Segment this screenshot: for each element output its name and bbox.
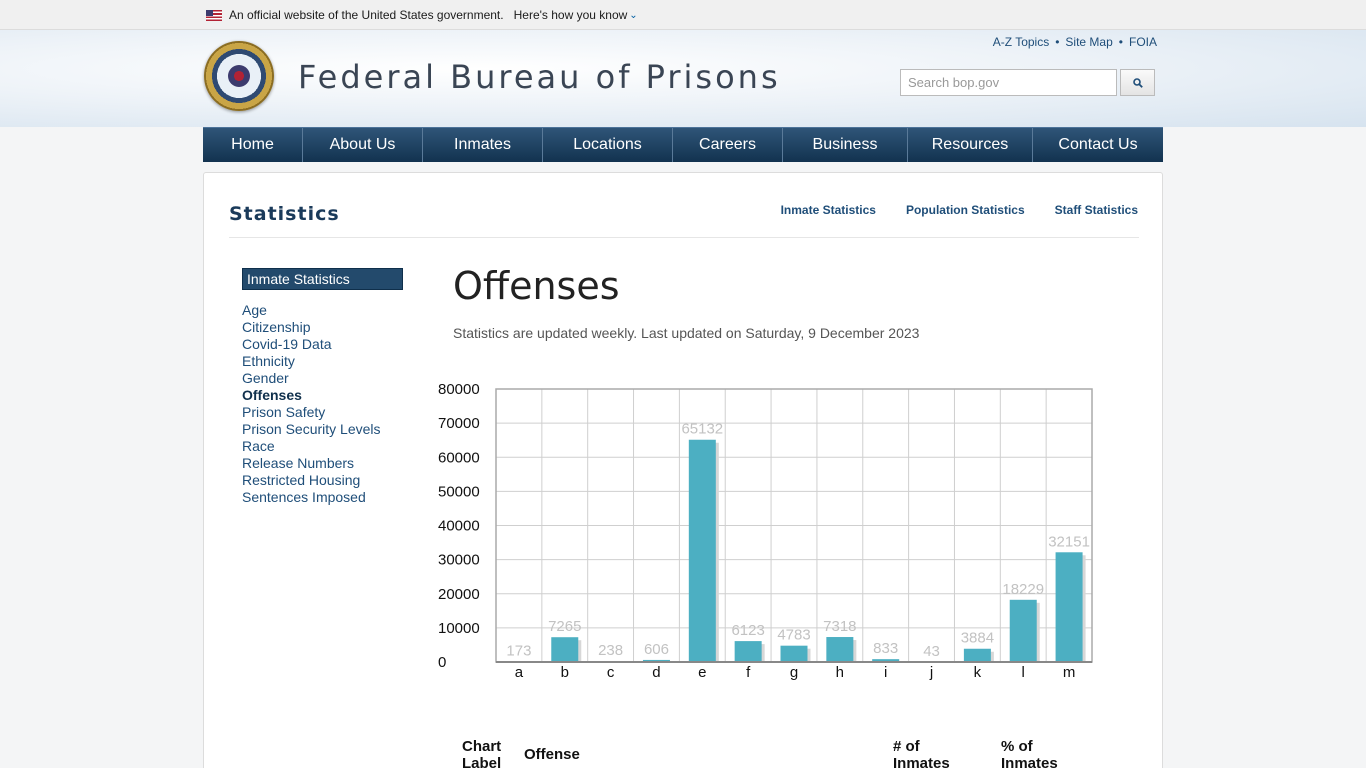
th-offense: Offense [524,746,580,763]
separator-dot: • [1055,35,1060,49]
sidebar-item-release-numbers[interactable]: Release Numbers [242,455,355,471]
nav-about-us[interactable]: About Us [303,128,423,162]
chevron-down-icon: ⌄ [629,9,638,21]
bop-seal-logo[interactable] [204,41,274,111]
separator-dot: • [1118,35,1123,49]
us-flag-icon [206,9,222,21]
sidebar-item-offenses[interactable]: Offenses [242,387,302,403]
sidebar-item-covid-19-data[interactable]: Covid-19 Data [242,336,332,352]
sidebar-item-race[interactable]: Race [242,438,275,454]
sidebar-heading[interactable]: Inmate Statistics [242,268,403,290]
nav-careers[interactable]: Careers [673,128,783,162]
sidebar-item-prison-security-levels[interactable]: Prison Security Levels [242,421,381,437]
search-icon [1132,77,1143,88]
gov-banner-text: An official website of the United States… [229,8,504,22]
nav-locations[interactable]: Locations [543,128,673,162]
nav-resources[interactable]: Resources [908,128,1033,162]
sub-nav-population-statistics[interactable]: Population Statistics [905,203,1025,217]
sidebar-item-age[interactable]: Age [242,302,267,318]
main-nav: Home About Us Inmates Locations Careers … [203,127,1163,162]
sidebar-item-sentences-imposed[interactable]: Sentences Imposed [242,489,366,505]
site-title[interactable]: Federal Bureau of Prisons [298,58,781,96]
section-title: Statistics [229,203,340,225]
gov-banner: An official website of the United States… [0,0,1366,30]
content-panel: Statistics Inmate Statistics Population … [203,172,1163,768]
search-button[interactable] [1120,69,1155,96]
th-pct-inmates: % of Inmates [1001,738,1058,768]
sidebar-item-restricted-housing[interactable]: Restricted Housing [242,472,361,488]
utility-links: A-Z Topics • Site Map • FOIA [993,35,1157,49]
az-topics-link[interactable]: A-Z Topics [992,35,1050,49]
nav-business[interactable]: Business [783,128,908,162]
last-updated-text: Statistics are updated weekly. Last upda… [453,325,920,341]
sidebar-item-citizenship[interactable]: Citizenship [242,319,311,335]
heres-how-you-know-link[interactable]: Here's how you know ⌄ [514,8,638,22]
sidebar-item-gender[interactable]: Gender [242,370,289,386]
sub-nav-staff-statistics[interactable]: Staff Statistics [1054,203,1138,217]
sidebar-item-prison-safety[interactable]: Prison Safety [242,404,326,420]
sub-nav-inmate-statistics[interactable]: Inmate Statistics [780,203,876,217]
heres-how-you-know-label: Here's how you know [513,8,628,22]
site-map-link[interactable]: Site Map [1065,35,1113,49]
foia-link[interactable]: FOIA [1128,35,1157,49]
th-num-inmates: # of Inmates [893,738,950,768]
statistics-sub-nav: Inmate Statistics Population Statistics … [781,203,1138,217]
sidebar-list: Age Citizenship Covid-19 Data Ethnicity … [242,302,381,506]
nav-inmates[interactable]: Inmates [423,128,543,162]
site-header: Federal Bureau of Prisons A-Z Topics • S… [0,30,1366,127]
th-chart-label: Chart Label [462,738,502,768]
sidebar-item-ethnicity[interactable]: Ethnicity [242,353,295,369]
nav-contact-us[interactable]: Contact Us [1058,136,1138,153]
divider [229,237,1139,238]
page-title: Offenses [453,264,620,308]
search-input[interactable] [900,69,1117,96]
nav-home[interactable]: Home [203,128,303,162]
